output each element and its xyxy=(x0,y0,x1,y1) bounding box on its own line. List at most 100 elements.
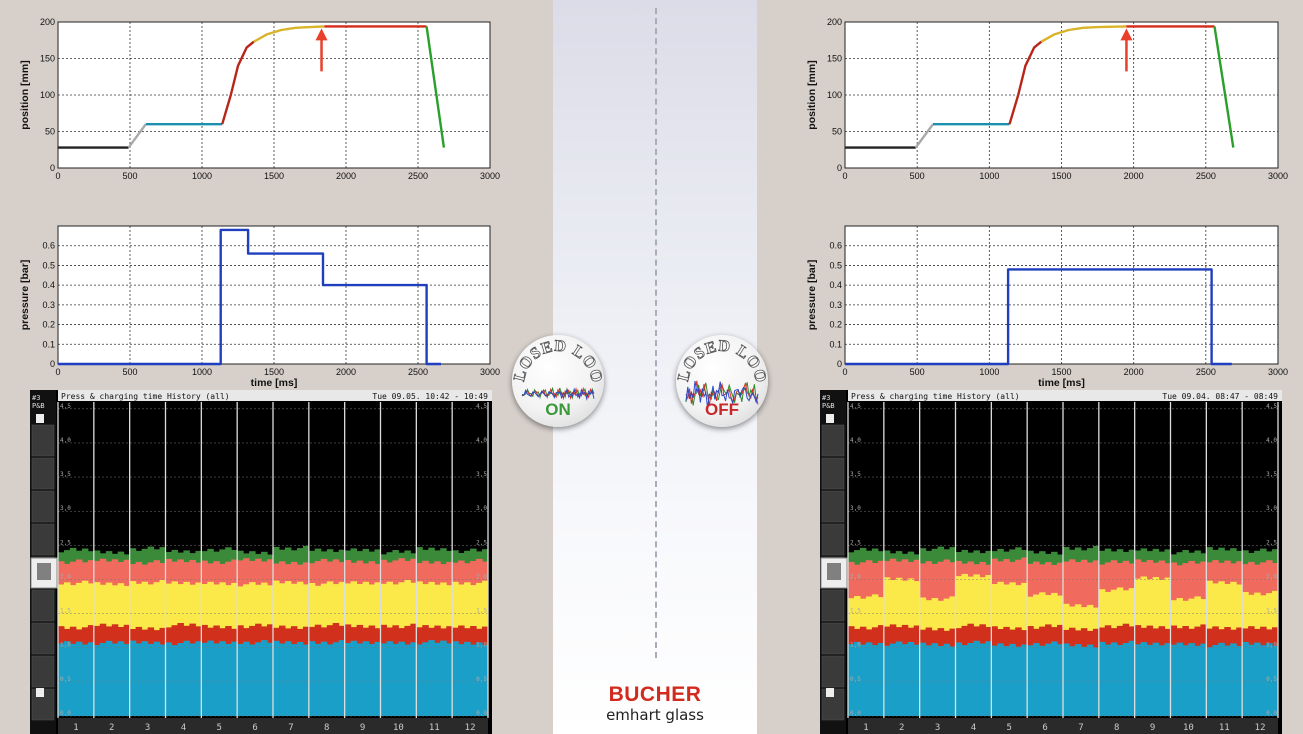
history-band-segment xyxy=(332,642,340,716)
y-tick-label: 150 xyxy=(40,54,55,64)
closed-loop-off-badge: CLOSED LOOP OFF xyxy=(676,335,768,427)
history-y-tick-label: 3,0 xyxy=(60,505,71,512)
history-band-segment xyxy=(1230,643,1237,716)
x-tick-label: 1500 xyxy=(264,367,284,377)
history-band-segment xyxy=(440,640,447,716)
history-band-segment xyxy=(1128,640,1136,716)
history-band-segment xyxy=(434,642,441,716)
history-band-segment xyxy=(153,641,161,716)
y-axis-label: pressure [bar] xyxy=(19,260,31,331)
toolbar-button xyxy=(821,589,845,622)
history-category-label: 3 xyxy=(145,723,150,733)
history-band-segment xyxy=(1146,644,1154,716)
series-line xyxy=(425,26,446,148)
history-band-segment xyxy=(356,643,364,716)
history-category-label: 10 xyxy=(1183,723,1194,733)
history-category-label: 9 xyxy=(1150,723,1155,733)
history-band-segment xyxy=(183,640,190,716)
history-band-segment xyxy=(973,640,980,716)
history-title: Press & charging time History (all) xyxy=(61,392,230,401)
history-band-segment xyxy=(949,646,956,716)
x-tick-label: 1000 xyxy=(979,367,999,377)
history-category-label: 11 xyxy=(429,723,440,733)
toolbar-button xyxy=(31,655,55,688)
y-tick-label: 0.4 xyxy=(829,280,842,290)
history-y-tick-label: 2,0 xyxy=(60,573,71,580)
history-band-segment xyxy=(261,640,268,716)
history-band-segment xyxy=(338,640,346,716)
noise-waveform-icon xyxy=(521,386,595,401)
x-tick-label: 1000 xyxy=(192,171,212,181)
history-band-segment xyxy=(111,643,119,716)
history-band-segment xyxy=(1045,643,1052,716)
x-tick-label: 500 xyxy=(910,367,925,377)
history-band-segment xyxy=(386,641,393,716)
history-band-segment xyxy=(374,641,381,716)
history-y-tick-label: 0,0 xyxy=(60,710,71,717)
history-band-segment xyxy=(105,640,113,716)
x-tick-label: 1500 xyxy=(1051,171,1071,181)
copy-icon xyxy=(826,414,834,423)
copy-icon xyxy=(36,414,44,423)
history-band-segment xyxy=(1206,647,1213,716)
history-band-segment xyxy=(392,643,399,716)
history-band-segment xyxy=(1140,642,1148,716)
history-band-segment xyxy=(1212,645,1219,716)
history-timestamp: Tue 09.04. 08:47 - 08:49 xyxy=(1162,392,1278,401)
history-band-segment xyxy=(1176,642,1183,716)
side-label-line: #3 xyxy=(822,394,830,402)
history-band-segment xyxy=(302,644,310,716)
history-band-segment xyxy=(428,640,435,716)
history-band-segment xyxy=(296,641,304,716)
plot-frame xyxy=(844,21,1279,169)
history-category-label: 2 xyxy=(899,723,904,733)
y-tick-label: 0 xyxy=(837,163,842,173)
history-band-segment xyxy=(219,641,226,716)
x-tick-label: 2500 xyxy=(1196,171,1216,181)
y-tick-label: 100 xyxy=(827,90,842,100)
history-band-segment xyxy=(165,642,172,716)
history-band-segment xyxy=(482,645,489,716)
history-category-label: 4 xyxy=(181,723,186,733)
x-tick-label: 500 xyxy=(910,171,925,181)
history-band-segment xyxy=(189,643,196,716)
y-tick-label: 0.1 xyxy=(829,339,842,349)
history-footer xyxy=(848,718,1278,734)
history-category-label: 3 xyxy=(935,723,940,733)
history-band-segment xyxy=(99,643,107,716)
history-band-segment xyxy=(446,643,453,716)
x-tick-label: 0 xyxy=(842,171,847,181)
history-y-tick-label: 1,0 xyxy=(60,642,71,649)
history-band-segment xyxy=(1074,644,1082,716)
history-band-segment xyxy=(75,641,83,716)
left-pressure-chart: 0 500 1000 1500 2000 2500 3000 0 0.1 0.2 0.3 0.4 0.5… xyxy=(19,225,500,389)
y-axis-label: pressure [bar] xyxy=(806,260,818,331)
y-tick-label: 0.3 xyxy=(42,300,55,310)
history-category-label: 10 xyxy=(393,723,404,733)
history-band-segment xyxy=(314,643,322,716)
closed-loop-on-title: CLOSED LOOP xyxy=(512,335,604,385)
history-band-segment xyxy=(129,640,137,716)
noise-trace-icon xyxy=(685,380,759,408)
bucher-logo: BUCHER emhart glass xyxy=(580,684,730,725)
history-band-segment xyxy=(883,645,891,716)
x-tick-label: 500 xyxy=(122,367,137,377)
history-band-segment xyxy=(326,644,334,716)
history-band-segment xyxy=(848,644,855,716)
history-band-segment xyxy=(452,641,459,716)
history-band-segment xyxy=(854,641,861,716)
history-band-segment xyxy=(273,640,280,716)
history-y-tick-label: 4,5 xyxy=(60,403,71,410)
x-tick-label: 2000 xyxy=(1124,367,1144,377)
toolbar-button xyxy=(31,490,55,523)
history-band-segment xyxy=(1218,642,1225,716)
history-band-segment xyxy=(147,643,155,716)
y-tick-label: 0.1 xyxy=(42,339,55,349)
history-category-label: 8 xyxy=(324,723,329,733)
right-history-panel: #3P&B Press & charging time History (all)… xyxy=(820,390,1282,734)
history-y-tick-label: 1,0 xyxy=(1266,642,1277,649)
history-band-segment xyxy=(213,643,220,716)
history-band-segment xyxy=(243,641,250,716)
history-band-segment xyxy=(249,644,256,716)
series-line xyxy=(253,25,325,43)
